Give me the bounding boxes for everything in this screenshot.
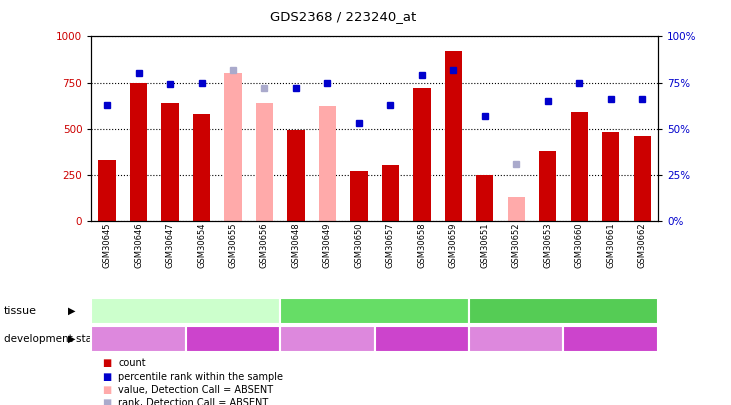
Bar: [476, 175, 493, 221]
Text: undifferentiated: undifferentiated: [285, 334, 370, 344]
Text: undifferentiated: undifferentiated: [96, 334, 181, 344]
Text: ▶: ▶: [68, 306, 75, 316]
Text: ■: ■: [102, 358, 112, 368]
Bar: [287, 130, 305, 221]
Text: undifferentiated: undifferentiated: [474, 334, 558, 344]
Text: count: count: [118, 358, 146, 368]
Text: subcutaneous: subcutaneous: [147, 306, 225, 316]
Text: differentiated: differentiated: [197, 334, 268, 344]
Text: omental: omental: [540, 306, 586, 316]
Bar: [413, 88, 431, 221]
Text: ■: ■: [102, 372, 112, 382]
Bar: [602, 132, 619, 221]
Text: percentile rank within the sample: percentile rank within the sample: [118, 372, 284, 382]
Bar: [634, 136, 651, 221]
Bar: [99, 160, 115, 221]
Bar: [539, 151, 556, 221]
Text: mesenteric: mesenteric: [344, 306, 406, 316]
Bar: [571, 112, 588, 221]
Bar: [507, 197, 525, 221]
Text: ▶: ▶: [68, 334, 75, 344]
Text: GDS2368 / 223240_at: GDS2368 / 223240_at: [270, 10, 417, 23]
Text: rank, Detection Call = ABSENT: rank, Detection Call = ABSENT: [118, 399, 269, 405]
Text: value, Detection Call = ABSENT: value, Detection Call = ABSENT: [118, 385, 273, 395]
Bar: [224, 73, 242, 221]
Text: development stage: development stage: [4, 334, 105, 344]
Text: tissue: tissue: [4, 306, 37, 316]
Bar: [382, 165, 399, 221]
Bar: [444, 51, 462, 221]
Text: ■: ■: [102, 385, 112, 395]
Bar: [256, 103, 273, 221]
Bar: [319, 107, 336, 221]
Bar: [130, 83, 147, 221]
Bar: [162, 103, 178, 221]
Text: differentiated: differentiated: [575, 334, 646, 344]
Bar: [350, 171, 368, 221]
Text: ■: ■: [102, 399, 112, 405]
Bar: [193, 114, 211, 221]
Text: differentiated: differentiated: [386, 334, 458, 344]
